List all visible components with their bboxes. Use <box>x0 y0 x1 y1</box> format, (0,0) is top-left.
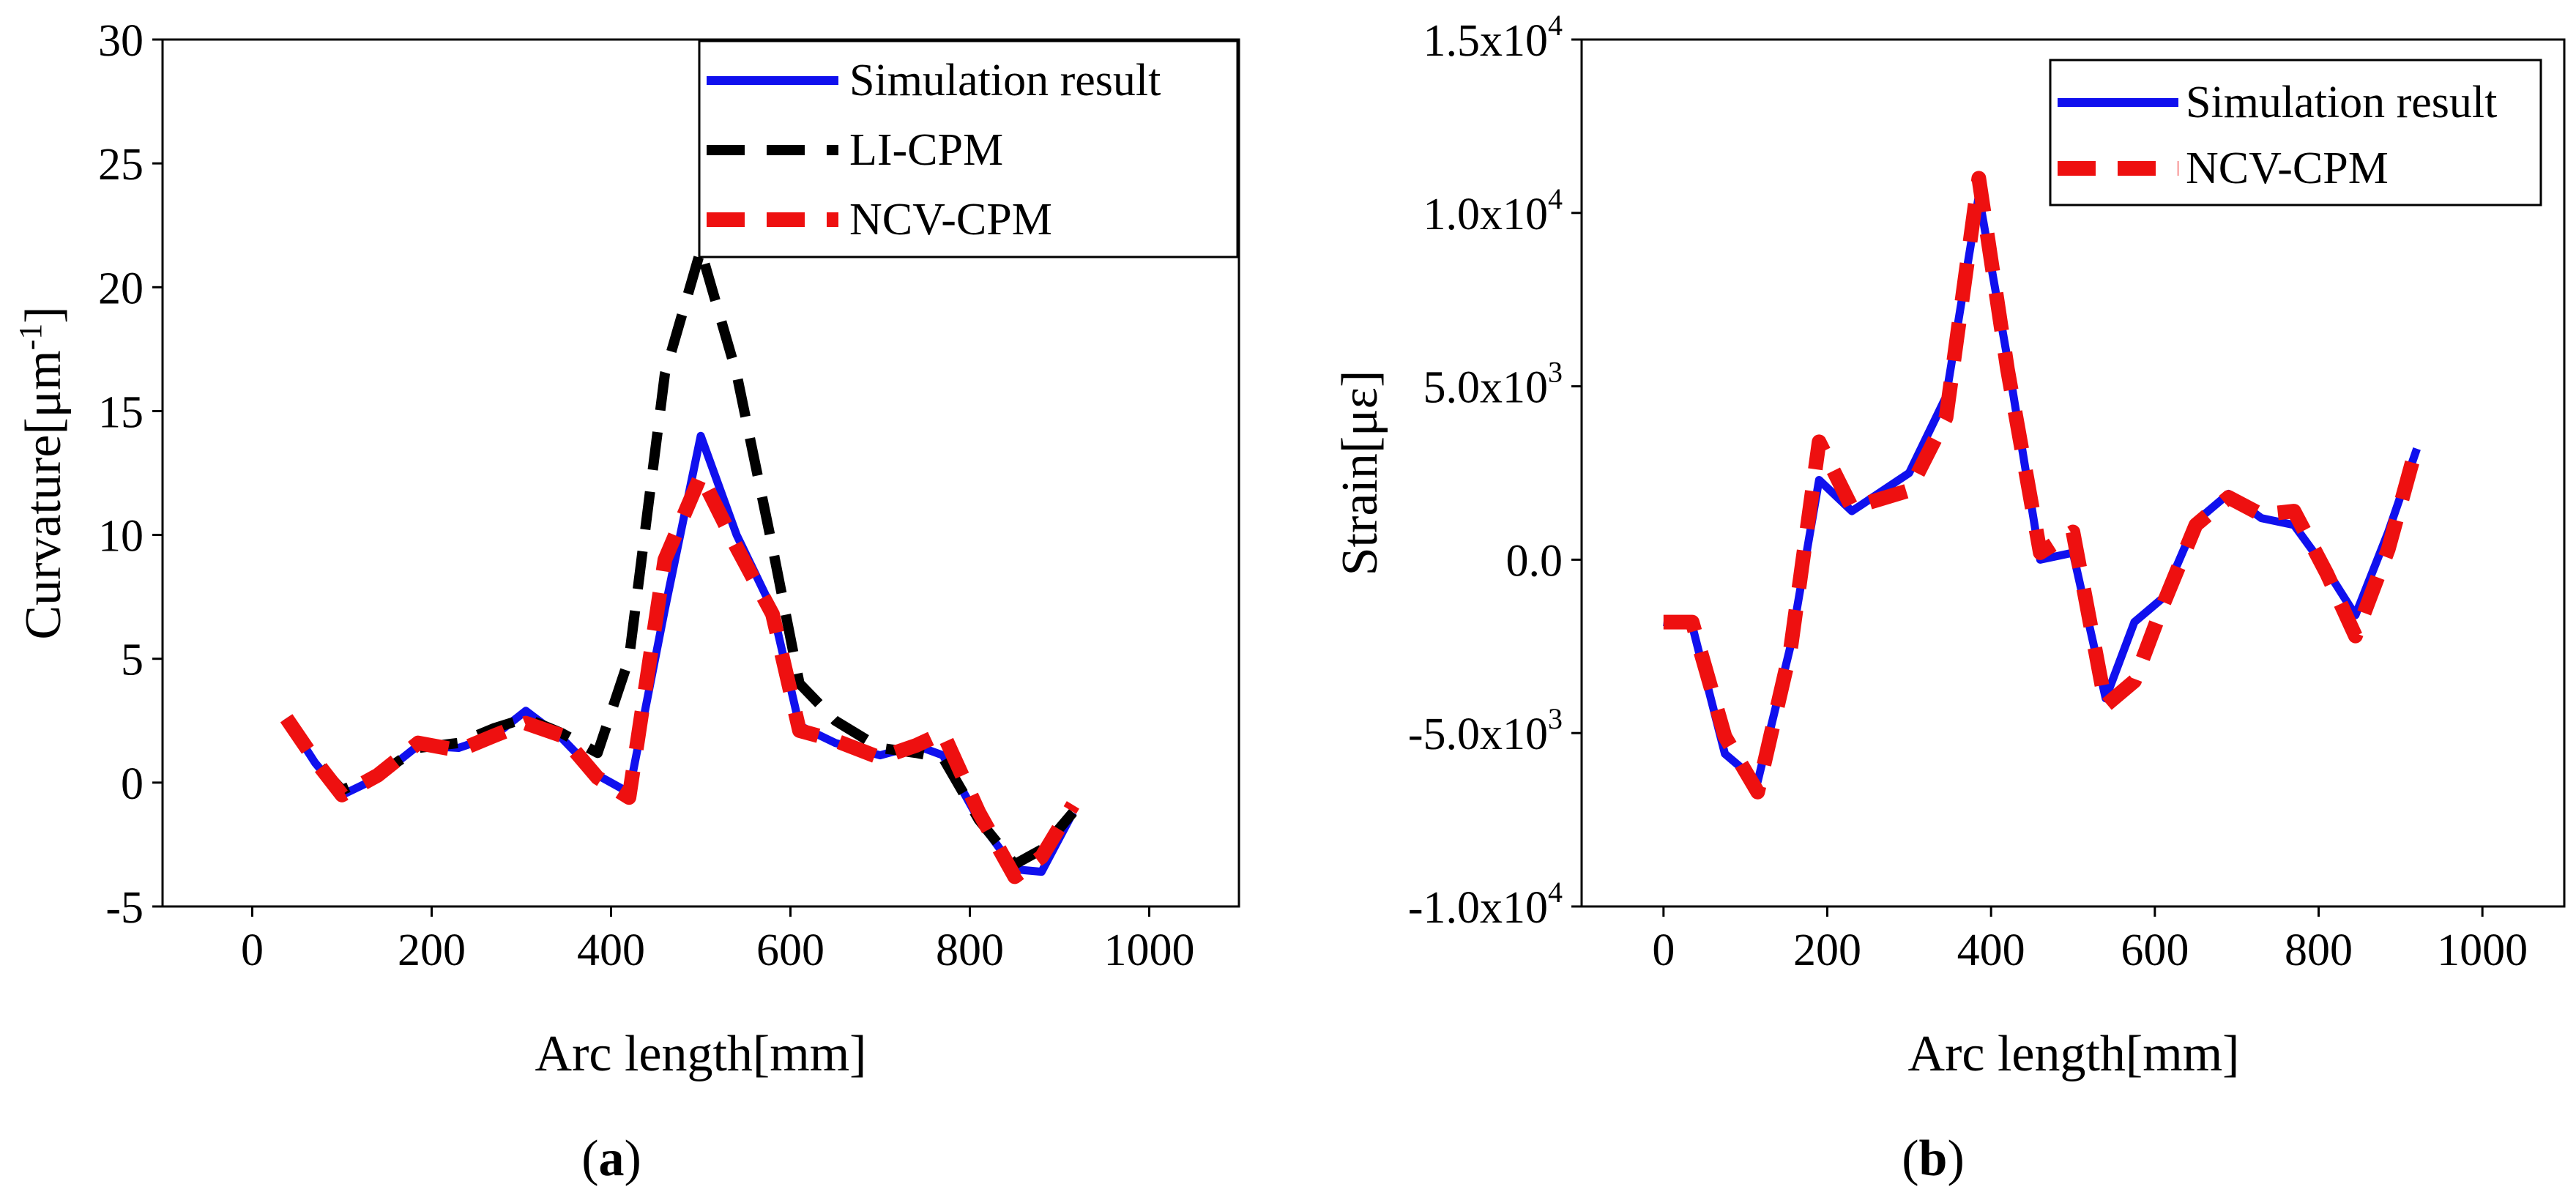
panel-b-label-close: ) <box>1947 1131 1964 1187</box>
panel-b-label: (b) <box>1902 1131 1965 1187</box>
legend-a-label-licpm: LI-CPM <box>849 125 1003 175</box>
chart-b-series-group <box>1663 171 2424 800</box>
chart-a-legend: Simulation result LI-CPM NCV-CPM <box>698 40 1239 258</box>
chart-a: 0 200 400 600 800 1000 -5 0 5 10 15 20 25 30 Simulati… <box>12 16 1240 1187</box>
chart-a-ytick-label: 0 <box>121 759 144 809</box>
panel-b-label-open: ( <box>1902 1131 1918 1187</box>
chart-b-ytick-label: -5.0x103 <box>1408 702 1563 759</box>
chart-a-ytick-label: 5 <box>121 636 144 685</box>
chart-a-ylabel-close: ] <box>15 306 72 323</box>
panel-a-label-close: ) <box>625 1131 641 1187</box>
chart-a-ytick-label: 15 <box>98 387 144 437</box>
chart-a-ytick-label: 10 <box>98 512 144 562</box>
chart-a-ylabel-sup: -1 <box>12 324 48 351</box>
chart-a-ylabel: Curvature[μm-1] <box>12 306 72 639</box>
chart-b-xtick-label: 600 <box>2121 925 2189 975</box>
chart-a-xtick-label: 0 <box>241 925 264 975</box>
chart-b-legend-box <box>2049 59 2542 206</box>
chart-a-ytick-label: 25 <box>98 140 144 190</box>
chart-a-xtick-label: 800 <box>936 925 1004 975</box>
chart-a-ticks: 0 200 400 600 800 1000 -5 0 5 10 15 20 25 30 <box>98 16 1195 975</box>
chart-a-series-simulation-result <box>283 431 1077 876</box>
panel-b-label-letter: b <box>1919 1131 1948 1187</box>
chart-b-xtick-label: 200 <box>1793 925 1861 975</box>
panel-a-label: (a) <box>581 1131 641 1187</box>
legend-b-label-simulation: Simulation result <box>2186 78 2497 127</box>
chart-b-xlabel: Arc length[mm] <box>1908 1026 2240 1082</box>
chart-a-series-ncv-cpm <box>280 468 1079 884</box>
chart-b: 0 200 400 600 800 1000 -1.0x104 -5.0x103 0.0 5.0x… <box>1332 9 2566 1187</box>
chart-b-ytick-label: 1.0x104 <box>1423 182 1563 239</box>
chart-b-ticks: 0 200 400 600 800 1000 -1.0x104 -5.0x103 0.0 5.0x… <box>1408 9 2528 975</box>
panel-a-label-open: ( <box>581 1131 598 1187</box>
chart-a-ytick-label: 20 <box>98 264 144 313</box>
chart-b-series-ncv-cpm <box>1663 171 2424 800</box>
legend-a-label-ncvcpm: NCV-CPM <box>849 195 1052 245</box>
chart-a-series-li-cpm <box>282 245 1077 870</box>
chart-a-xtick-label: 600 <box>756 925 824 975</box>
chart-a-xtick-label: 200 <box>398 925 466 975</box>
chart-a-frame <box>161 38 1240 908</box>
legend-b-label-ncvcpm: NCV-CPM <box>2186 144 2389 193</box>
chart-b-xtick-label: 400 <box>1957 925 2025 975</box>
chart-a-ylabel-main: Curvature[μm <box>15 350 72 639</box>
chart-a-series-group <box>280 245 1079 884</box>
chart-a-xtick-label: 400 <box>577 925 645 975</box>
panel-a-label-letter: a <box>599 1131 625 1187</box>
chart-b-xtick-label: 1000 <box>2437 925 2528 975</box>
chart-a-ytick-label: 30 <box>98 16 144 66</box>
chart-b-xtick-label: 800 <box>2285 925 2353 975</box>
chart-b-xtick-label: 0 <box>1652 925 1675 975</box>
chart-b-ylabel: Strain[με] <box>1332 370 1388 576</box>
chart-a-plot-area <box>280 245 1079 884</box>
chart-b-plot-area <box>1663 171 2424 800</box>
chart-a-xtick-label: 1000 <box>1104 925 1195 975</box>
chart-b-ytick-label: 5.0x103 <box>1423 356 1563 413</box>
chart-b-ytick-label: 0.0 <box>1506 536 1563 586</box>
chart-a-ytick-label: -5 <box>105 883 144 933</box>
chart-b-ytick-label: 1.5x104 <box>1423 9 1563 66</box>
legend-a-label-simulation: Simulation result <box>849 56 1161 105</box>
chart-b-frame <box>1580 38 2566 908</box>
chart-a-xlabel: Arc length[mm] <box>535 1026 867 1082</box>
chart-b-legend: Simulation result NCV-CPM <box>2049 59 2542 206</box>
chart-b-ytick-label: -1.0x104 <box>1408 876 1563 933</box>
